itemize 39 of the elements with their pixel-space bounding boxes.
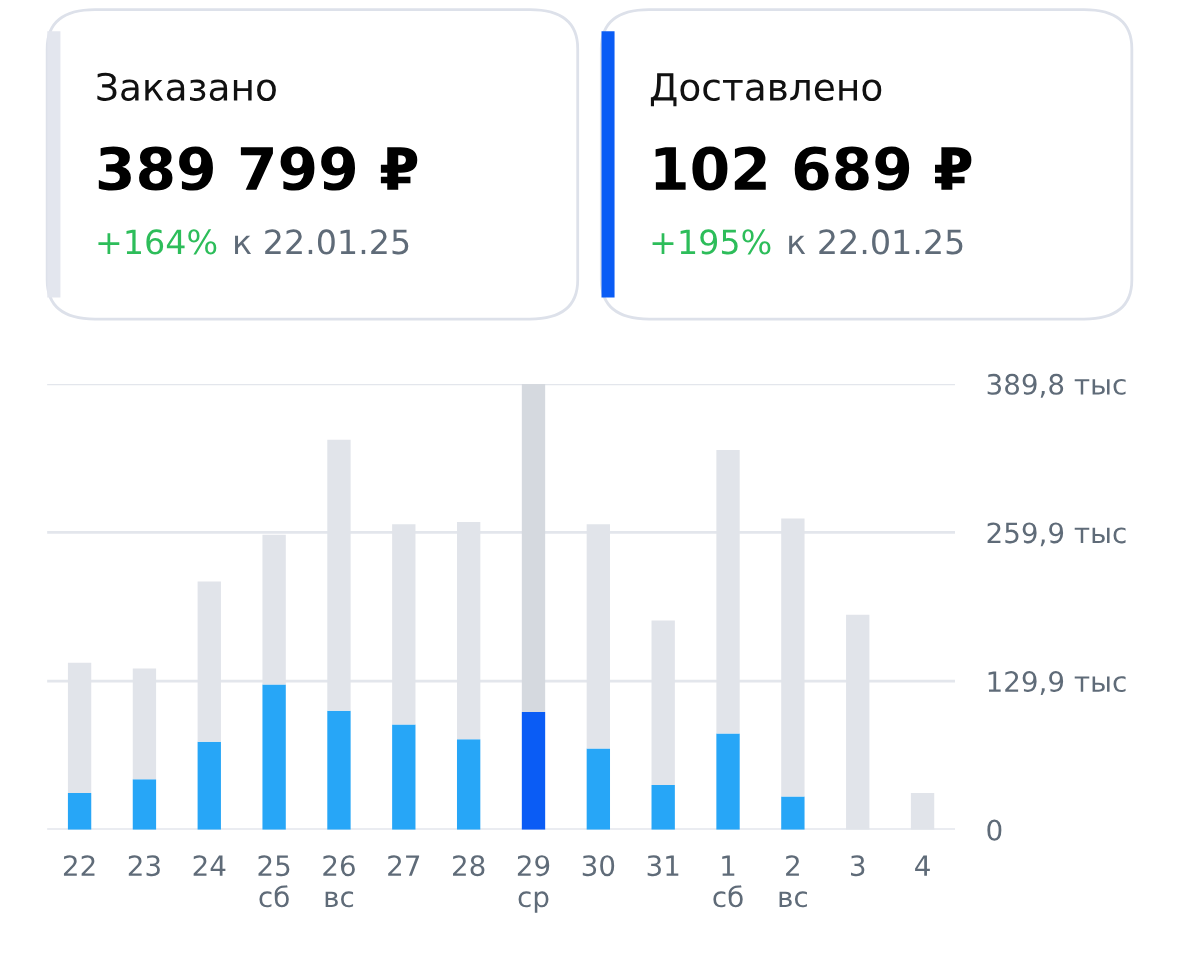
y-tick-label: 389,8 тыс xyxy=(987,373,1126,398)
y-tick-label: 259,9 тыс xyxy=(987,522,1126,547)
text: +164% xyxy=(98,229,217,255)
bar xyxy=(132,779,157,830)
bar xyxy=(262,684,286,830)
x-tick-label: 4 xyxy=(915,855,930,876)
text: +195% xyxy=(652,229,771,255)
bar xyxy=(586,748,611,830)
text: Доставлено xyxy=(650,73,882,107)
x-tick-label: 27 xyxy=(388,855,420,876)
x-tick-label: 24 xyxy=(193,855,226,876)
text: 102 689 ₽ xyxy=(655,146,972,191)
x-tick-label: 31 xyxy=(647,855,679,877)
bar xyxy=(781,796,805,830)
bar xyxy=(392,724,416,830)
x-tick-label: 29 ср xyxy=(517,855,550,913)
x-tick-label: 3 xyxy=(851,855,865,877)
bar xyxy=(716,733,740,830)
text: к 22.01.25 xyxy=(789,229,963,255)
bar xyxy=(521,383,546,712)
bar xyxy=(327,710,351,830)
y-tick-label: 129,9 тыс xyxy=(988,671,1126,695)
x-tick-label: 26 вс xyxy=(323,855,355,908)
x-tick-label: 22 xyxy=(63,855,95,876)
x-tick-label: 23 xyxy=(128,855,160,877)
x-tick-label: 1 сб xyxy=(713,855,743,908)
bar xyxy=(197,741,221,830)
y-tick-label: 0 xyxy=(987,819,1002,841)
bar xyxy=(651,785,675,830)
text: Заказано xyxy=(97,72,276,102)
x-tick-label: 25 сб xyxy=(258,855,290,908)
text: к 22.01.25 xyxy=(235,229,409,255)
x-tick-label: 2 вс xyxy=(779,855,807,908)
bar xyxy=(67,793,92,830)
x-tick-label: 30 xyxy=(582,855,615,877)
bar xyxy=(521,711,546,830)
text: 389 799 ₽ xyxy=(98,146,418,191)
bar xyxy=(456,739,481,830)
x-tick-label: 28 xyxy=(453,855,485,877)
